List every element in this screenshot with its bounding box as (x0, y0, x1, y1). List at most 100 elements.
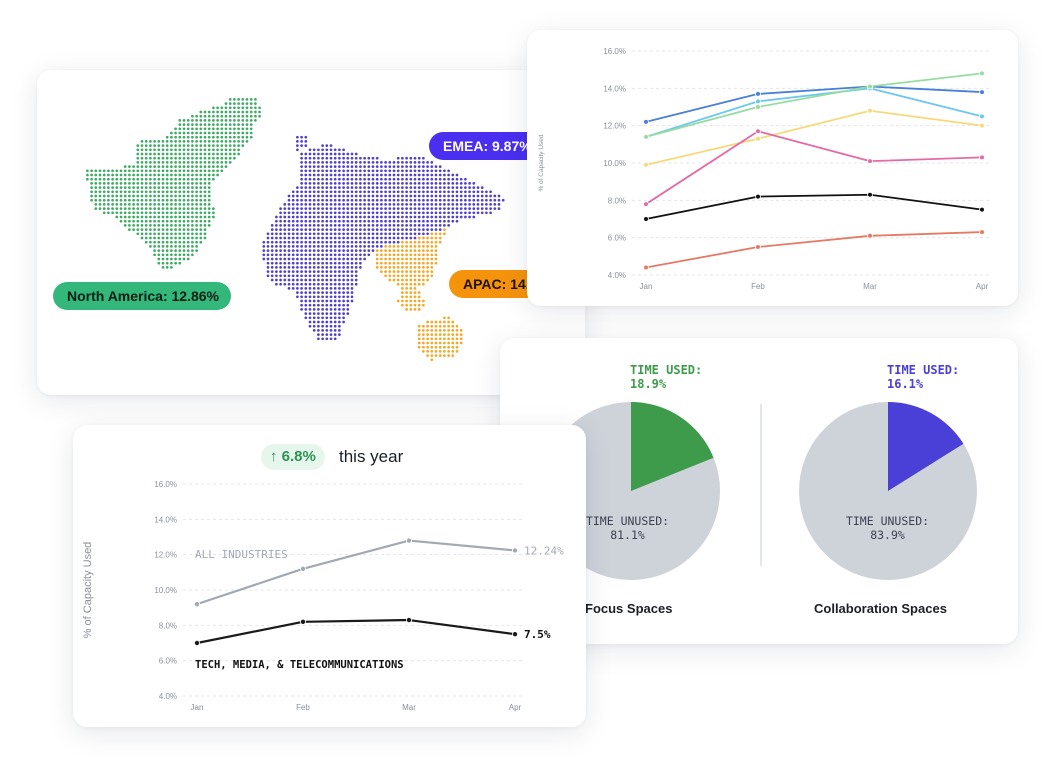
north-america-dots (153, 186, 156, 189)
north-america-dots (161, 228, 165, 231)
apac-dots (401, 291, 404, 294)
emea-dots (321, 194, 324, 198)
north-america-dots (157, 219, 161, 223)
apac-dots (384, 270, 387, 273)
emea-dots (426, 161, 429, 164)
apac-dots (430, 266, 434, 269)
emea-dots (363, 156, 366, 160)
emea-dots (342, 270, 345, 273)
emea-dots (333, 194, 337, 198)
apac-dots (417, 333, 421, 336)
emea-dots (375, 219, 379, 223)
trend-line-chart: 4.0%6.0%8.0%10.0%12.0%14.0%16.0%Jan Feb Ma… (82, 480, 564, 712)
north-america-dots (161, 198, 165, 202)
north-america-dots (182, 211, 186, 215)
north-america-dots (165, 169, 169, 173)
data-point (511, 547, 518, 554)
north-america-dots (178, 228, 182, 231)
north-america-dots (182, 161, 186, 164)
emea-dots (359, 266, 362, 269)
emea-dots (388, 240, 392, 244)
apac-dots (417, 278, 421, 282)
north-america-dots (94, 198, 98, 202)
north-america-dots (212, 207, 215, 210)
emea-dots (350, 236, 354, 240)
north-america-dots (136, 169, 140, 173)
emea-dots (333, 282, 337, 286)
emea-dots (443, 182, 446, 185)
emea-dots (325, 152, 329, 156)
emea-dots (312, 257, 316, 261)
north-america-dots (144, 161, 148, 164)
emea-dots (329, 287, 333, 290)
north-america-dots (157, 232, 161, 236)
emea-dots (459, 182, 463, 185)
apac-dots (430, 324, 434, 328)
apac-dots (422, 245, 425, 248)
north-america-dots (170, 219, 173, 223)
north-america-dots (249, 119, 253, 122)
apac-dots (413, 245, 417, 248)
emea-dots (438, 165, 442, 168)
north-america-dots (178, 215, 182, 219)
north-america-dots (203, 194, 207, 198)
north-america-dots (224, 123, 228, 126)
emea-dots (388, 207, 392, 210)
north-america-dots (136, 152, 140, 156)
north-america-dots (186, 131, 190, 135)
north-america-dots (128, 211, 131, 215)
emea-dots (329, 207, 333, 210)
emea-dots (329, 169, 333, 173)
emea-dots (422, 203, 425, 206)
emea-dots (350, 249, 354, 252)
north-america-dots (212, 152, 215, 156)
emea-dots (333, 215, 337, 219)
emea-dots (317, 177, 320, 181)
north-america-dots (212, 148, 215, 152)
emea-dots (300, 165, 303, 168)
apac-dots (455, 324, 459, 328)
north-america-dots (241, 114, 245, 118)
north-america-dots (128, 215, 131, 219)
emea-dots (417, 228, 421, 231)
emea-dots (350, 169, 354, 173)
north-america-dots (174, 161, 177, 164)
north-america-dots (191, 232, 194, 236)
north-america-dots (203, 148, 207, 152)
north-america-dots (161, 169, 165, 173)
north-america-dots (237, 110, 240, 114)
north-america-dots (216, 131, 219, 135)
emea-dots (346, 203, 350, 206)
north-america-dots (178, 257, 182, 261)
north-america-dots (132, 177, 135, 181)
emea-dots (262, 240, 266, 244)
north-america-dots (178, 194, 182, 198)
north-america-dots (249, 131, 253, 135)
north-america-dots (207, 114, 211, 118)
emea-dots (317, 257, 320, 261)
emea-dots (317, 299, 320, 303)
emea-dots (300, 261, 303, 265)
emea-dots (329, 173, 333, 177)
emea-dots (262, 245, 266, 248)
emea-dots (464, 215, 467, 219)
emea-dots (333, 257, 337, 261)
emea-dots (430, 198, 434, 202)
emea-dots (476, 186, 480, 189)
emea-dots (363, 236, 366, 240)
north-america-dots (161, 207, 165, 210)
emea-dots (342, 312, 345, 315)
emea-dots (275, 245, 278, 248)
emea-dots (375, 165, 379, 168)
emea-dots (308, 224, 312, 227)
emea-dots (287, 203, 291, 206)
emea-dots (405, 190, 408, 194)
north-america-dots (144, 186, 148, 189)
north-america-dots (119, 173, 123, 177)
north-america-dots (220, 131, 224, 135)
north-america-dots (161, 224, 165, 227)
apac-dots (392, 278, 396, 282)
emea-dots (296, 207, 299, 210)
emea-dots (413, 224, 417, 227)
north-america-dots (161, 173, 165, 177)
